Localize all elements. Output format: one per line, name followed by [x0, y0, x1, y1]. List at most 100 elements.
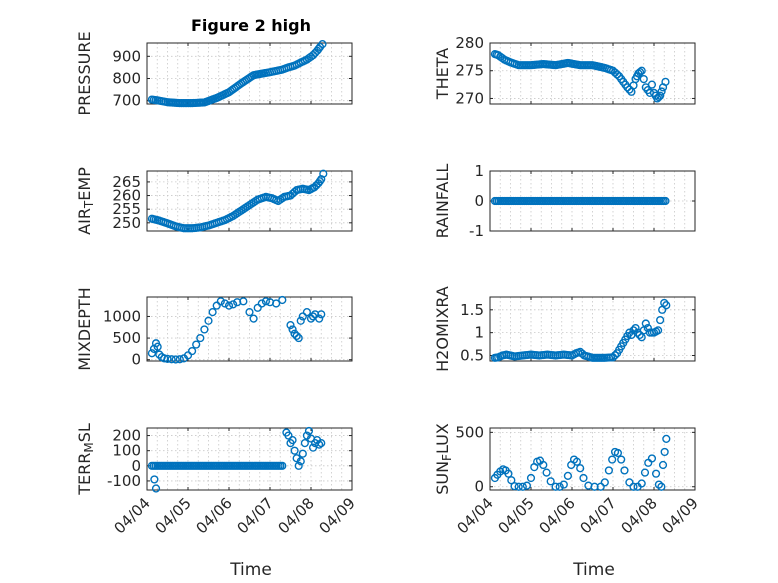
y-tick-label: 1000 — [103, 307, 141, 325]
data-point-sun_flux — [629, 482, 638, 491]
y-axis-label: PRESSURE — [75, 31, 94, 115]
data-point-mixdepth — [296, 316, 305, 325]
data-point-sun_flux — [658, 460, 668, 470]
data-point-h2omixra — [641, 319, 650, 328]
data-point-sun_flux — [576, 464, 585, 473]
data-point-theta — [661, 77, 670, 86]
data-point-mixdepth — [200, 325, 209, 334]
data-point-mixdepth — [192, 340, 201, 349]
data-point-air_temp — [310, 183, 319, 192]
y-axis-label-part: H2OMIXRA — [433, 286, 452, 372]
y-tick-label: 250 — [112, 214, 141, 232]
data-point-mixdepth — [286, 321, 295, 330]
data-point-theta — [635, 68, 645, 77]
y-tick-label: 265 — [112, 173, 141, 191]
data-point-mixdepth — [249, 314, 258, 323]
data-point-mixdepth — [257, 299, 266, 308]
y-tick-label: 0 — [474, 192, 484, 210]
data-point-theta — [637, 66, 646, 75]
data-point-mixdepth — [175, 355, 184, 364]
y-tick-label: 500 — [455, 423, 484, 441]
data-point-sun_flux — [617, 455, 626, 464]
data-point-sun_flux — [620, 466, 629, 475]
y-tick-label: 200 — [112, 427, 141, 445]
data-point-mixdepth — [290, 329, 299, 338]
x-tick-label: 04/06 — [193, 494, 236, 537]
x-axis-label-right: Time — [572, 560, 615, 580]
data-point-mixdepth — [216, 297, 225, 306]
data-point-sun_flux — [651, 469, 661, 478]
data-point-sun_flux — [660, 447, 669, 457]
data-point-h2omixra — [653, 326, 663, 335]
x-tick-label: 04/09 — [316, 494, 359, 537]
data-point-sun_flux — [625, 478, 634, 487]
data-point-h2omixra — [635, 330, 644, 340]
y-axis-label-part: SL — [75, 423, 94, 442]
y-axis-label: H2OMIXRA — [433, 286, 452, 372]
y-tick-label: -1 — [469, 222, 484, 240]
data-point-mixdepth — [288, 325, 297, 334]
data-point-mixdepth — [315, 314, 324, 323]
data-point-mixdepth — [183, 351, 193, 360]
axes-frame — [146, 42, 353, 105]
y-tick-label: 0.5 — [460, 347, 484, 365]
x-tick-label: 04/07 — [577, 494, 620, 537]
data-point-theta — [498, 54, 507, 63]
data-point-sun_flux — [654, 480, 664, 489]
subplot-h2omixra: 0.5 1 1.5 H2OMIXRA — [433, 286, 696, 372]
data-point-sun_flux — [507, 476, 516, 485]
data-point-sun_flux — [608, 455, 617, 464]
data-point-mixdepth — [317, 310, 326, 319]
data-point-sun_flux — [542, 468, 551, 477]
data-point-theta — [656, 91, 665, 100]
data-point-mixdepth — [261, 297, 271, 306]
y-axis-label: AIRTEMP — [75, 167, 96, 235]
data-point-sun_flux — [555, 482, 564, 491]
y-tick-label: 270 — [455, 89, 484, 107]
y-tick-label: 500 — [112, 329, 141, 347]
x-tick-label: 04/09 — [659, 494, 702, 537]
data-point-h2omixra — [625, 328, 634, 337]
data-point-h2omixra — [629, 326, 638, 335]
data-point-mixdepth — [155, 350, 164, 359]
data-point-theta — [625, 85, 634, 94]
y-axis-label-part: THETA — [433, 48, 452, 100]
subplot-pressure: 700 800 900 PRESSURE — [75, 31, 353, 116]
data-point-sun_flux — [539, 460, 548, 470]
x-tick-label: 04/06 — [536, 494, 579, 537]
data-point-mixdepth — [212, 301, 221, 310]
data-point-mixdepth — [196, 333, 205, 343]
data-point-sun_flux — [572, 457, 582, 466]
data-point-terr_msl — [315, 440, 324, 449]
y-tick-label: 260 — [112, 187, 141, 205]
data-point-sun_flux — [546, 477, 555, 486]
data-point-mixdepth — [302, 308, 312, 317]
y-tick-label: -100 — [107, 472, 141, 490]
data-point-air_temp — [315, 177, 324, 186]
x-tick-label: 04/04 — [111, 494, 154, 537]
data-point-sun_flux — [522, 481, 532, 490]
data-point-sun_flux — [647, 454, 657, 463]
data-point-sun_flux — [504, 469, 513, 478]
data-point-h2omixra — [643, 323, 652, 333]
y-axis-label: THETA — [433, 48, 452, 100]
data-point-terr_msl — [300, 439, 309, 448]
data-point-sun_flux — [563, 471, 573, 480]
data-point-h2omixra — [660, 298, 669, 308]
data-point-theta — [639, 74, 648, 84]
data-point-mixdepth — [245, 308, 254, 317]
data-point-terr_msl — [296, 457, 305, 466]
y-axis-label-subscript: T — [82, 200, 96, 209]
data-point-terr_msl — [278, 461, 287, 470]
data-point-mixdepth — [153, 342, 162, 351]
data-point-rainfall — [661, 196, 670, 206]
data-point-theta — [612, 70, 622, 79]
data-point-mixdepth — [224, 301, 234, 310]
data-point-mixdepth — [298, 312, 307, 321]
data-point-mixdepth — [204, 316, 213, 325]
